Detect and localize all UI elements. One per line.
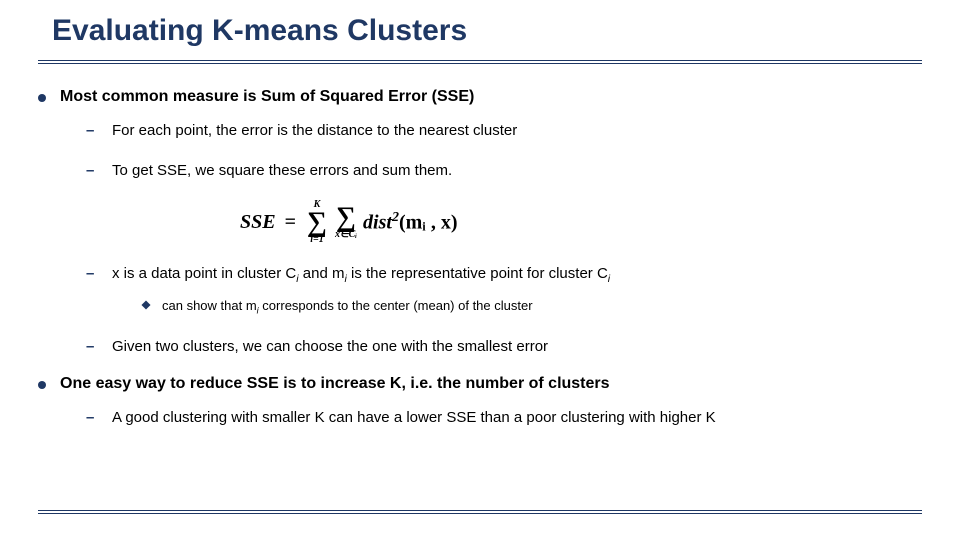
bottom-rule [38,510,922,514]
dist-power: 2 [392,210,399,225]
sub-item: x is a data point in cluster Ci and mi i… [86,263,922,318]
sub-text: A good clustering with smaller K can hav… [112,409,716,426]
sigma-2-index: x∈Cᵢ [335,230,357,240]
sigma-1: K ∑ i=1 [307,200,327,245]
bullet-item: One easy way to reduce SSE is to increas… [38,375,922,429]
formula-lhs: SSE [240,211,276,234]
subsub-list: can show that mi corresponds to the cent… [112,297,922,318]
sub-text: x is a data point in cluster Ci and mi i… [112,265,610,282]
subsub-text: can show that mi corresponds to the cent… [162,298,533,313]
sigma-2: ∑ x∈Cᵢ [335,205,357,240]
sub-text: For each point, the error is the distanc… [112,122,517,139]
sub-item: For each point, the error is the distanc… [86,120,922,142]
x-label: x [112,265,120,282]
sub-text: Given two clusters, we can choose the on… [112,338,548,355]
sub-list: A good clustering with smaller K can hav… [60,407,922,429]
equals-sign: = [280,211,301,234]
bullet-item: Most common measure is Sum of Squared Er… [38,88,922,357]
sub-list: x is a data point in cluster Ci and mi i… [60,263,922,358]
formula-block: SSE = K ∑ i=1 ∑ x∈Cᵢ dist2(mᵢ , x) [60,200,922,245]
sigma-icon: ∑ [336,205,356,230]
sigma-icon: ∑ [307,210,327,235]
subsub-item: can show that mi corresponds to the cent… [142,297,922,318]
sse-formula: SSE = K ∑ i=1 ∑ x∈Cᵢ dist2(mᵢ , x) [240,200,922,245]
sub-item: To get SSE, we square these errors and s… [86,160,922,182]
bullet-text: Most common measure is Sum of Squared Er… [60,88,474,105]
bullet-text: One easy way to reduce SSE is to increas… [60,375,610,392]
dist-args: (mᵢ , x) [399,211,458,233]
dist-label: dist [363,211,392,233]
slide: Evaluating K-means Clusters Most common … [0,0,960,540]
sigma-1-index: i=1 [310,235,323,245]
page-title: Evaluating K-means Clusters [52,14,922,48]
bullet-list: Most common measure is Sum of Squared Er… [38,88,922,429]
sub-item: A good clustering with smaller K can hav… [86,407,922,429]
sub-list: For each point, the error is the distanc… [60,120,922,182]
top-rule [38,60,922,64]
sub-text: To get SSE, we square these errors and s… [112,162,452,179]
sub-item: Given two clusters, we can choose the on… [86,336,922,358]
formula-body: dist2(mᵢ , x) [363,210,457,235]
